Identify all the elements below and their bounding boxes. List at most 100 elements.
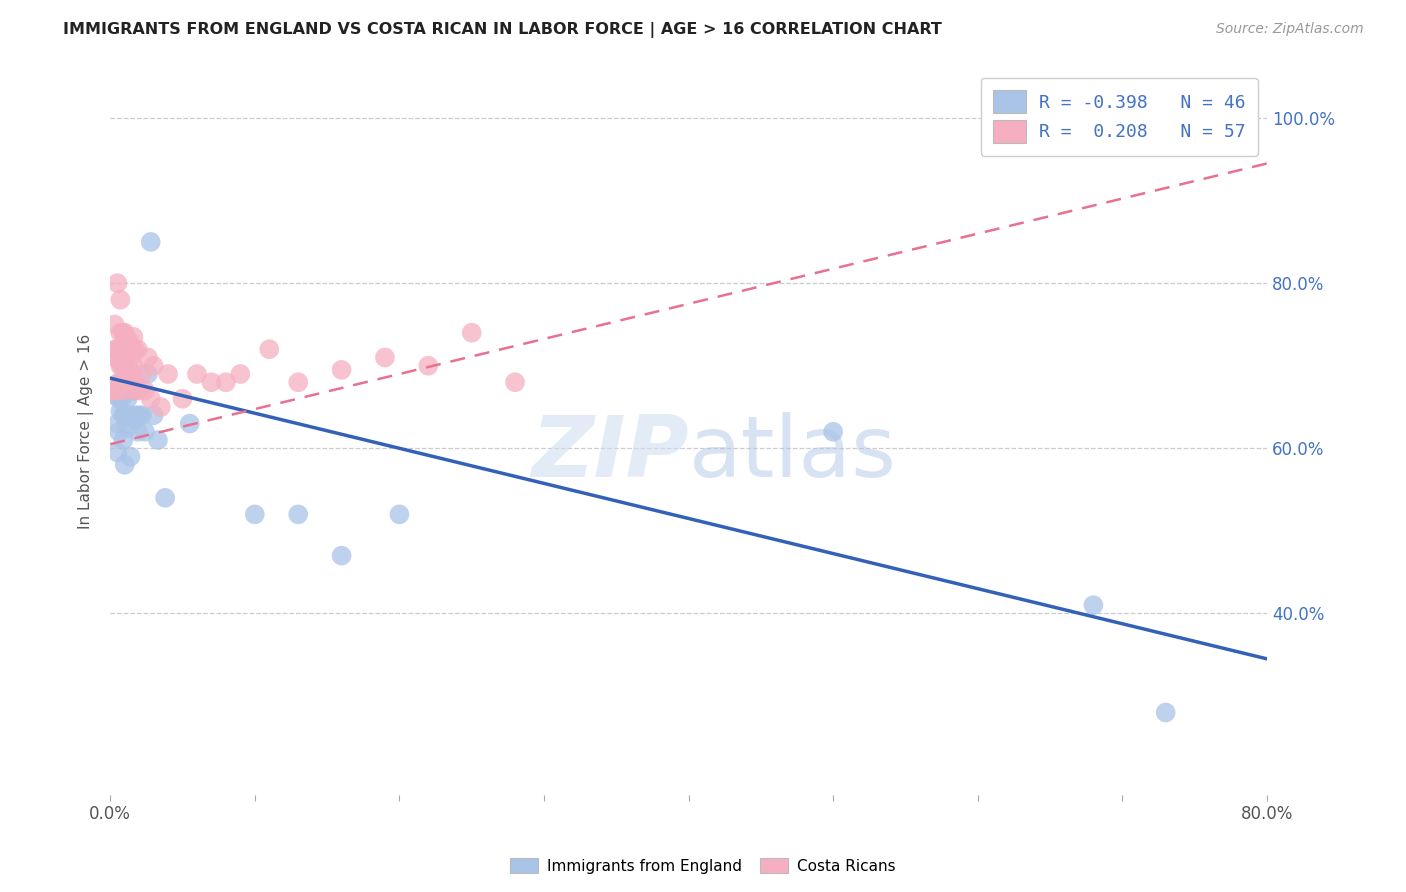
Point <box>120 351 142 365</box>
Point <box>115 367 138 381</box>
Point <box>108 392 131 406</box>
Point <box>388 508 411 522</box>
Point <box>125 409 148 423</box>
Point <box>146 433 169 447</box>
Point <box>103 318 125 332</box>
Point <box>111 376 134 390</box>
Point <box>114 409 136 423</box>
Point <box>114 359 136 373</box>
Point <box>105 343 128 357</box>
Point <box>115 334 138 348</box>
Point <box>124 384 146 398</box>
Point <box>125 376 148 390</box>
Point <box>287 376 309 390</box>
Text: ZIP: ZIP <box>531 412 689 495</box>
Point <box>114 384 136 398</box>
Point <box>127 425 149 439</box>
Point <box>108 376 131 390</box>
Point <box>374 351 396 365</box>
Point <box>118 409 141 423</box>
Point <box>112 433 135 447</box>
Point <box>128 409 150 423</box>
Point <box>112 359 135 373</box>
Point <box>142 359 165 373</box>
Point <box>110 404 132 418</box>
Point <box>142 409 165 423</box>
Legend: Immigrants from England, Costa Ricans: Immigrants from England, Costa Ricans <box>505 852 901 880</box>
Point <box>127 343 149 357</box>
Point <box>1154 706 1177 720</box>
Point <box>122 384 145 398</box>
Legend: R = -0.398   N = 46, R =  0.208   N = 57: R = -0.398 N = 46, R = 0.208 N = 57 <box>981 78 1258 155</box>
Point <box>112 326 135 340</box>
Point <box>124 384 146 398</box>
Point <box>131 367 153 381</box>
Point <box>121 376 143 390</box>
Point <box>111 392 134 406</box>
Point <box>122 412 145 426</box>
Point <box>200 376 222 390</box>
Point <box>179 417 201 431</box>
Point <box>108 425 131 439</box>
Text: atlas: atlas <box>689 412 897 495</box>
Text: Source: ZipAtlas.com: Source: ZipAtlas.com <box>1216 22 1364 37</box>
Point <box>105 343 128 357</box>
Point <box>215 376 238 390</box>
Point <box>118 334 141 348</box>
Point <box>503 376 526 390</box>
Point <box>229 367 252 381</box>
Point <box>118 384 141 398</box>
Point <box>1083 598 1105 612</box>
Point <box>105 384 128 398</box>
Point <box>157 367 180 381</box>
Point <box>118 363 141 377</box>
Point <box>139 235 162 249</box>
Point <box>107 276 129 290</box>
Point <box>124 343 146 357</box>
Point <box>136 367 159 381</box>
Point <box>117 392 139 406</box>
Point <box>112 409 135 423</box>
Point <box>111 359 134 373</box>
Point <box>287 508 309 522</box>
Point <box>117 420 139 434</box>
Point <box>108 343 131 357</box>
Point <box>115 384 138 398</box>
Text: IMMIGRANTS FROM ENGLAND VS COSTA RICAN IN LABOR FORCE | AGE > 16 CORRELATION CHA: IMMIGRANTS FROM ENGLAND VS COSTA RICAN I… <box>63 22 942 38</box>
Point <box>103 351 125 365</box>
Point <box>101 384 124 398</box>
Point <box>131 409 153 423</box>
Point <box>124 412 146 426</box>
Point <box>107 445 129 459</box>
Point <box>139 392 162 406</box>
Point <box>121 384 143 398</box>
Point <box>117 343 139 357</box>
Point <box>107 417 129 431</box>
Point <box>121 343 143 357</box>
Point <box>243 508 266 522</box>
Point <box>153 491 176 505</box>
Point <box>259 343 281 357</box>
Point <box>114 384 136 398</box>
Y-axis label: In Labor Force | Age > 16: In Labor Force | Age > 16 <box>79 334 94 530</box>
Point <box>172 392 194 406</box>
Point <box>110 293 132 307</box>
Point <box>121 409 143 423</box>
Point <box>114 326 136 340</box>
Point <box>110 359 132 373</box>
Point <box>134 384 156 398</box>
Point <box>330 363 353 377</box>
Point <box>418 359 440 373</box>
Point <box>122 359 145 373</box>
Point <box>103 387 125 401</box>
Point <box>136 351 159 365</box>
Point <box>110 326 132 340</box>
Point <box>149 400 172 414</box>
Point <box>823 425 845 439</box>
Point <box>460 326 482 340</box>
Point <box>107 351 129 365</box>
Point <box>115 409 138 423</box>
Point <box>120 450 142 464</box>
Point <box>111 343 134 357</box>
Point <box>330 549 353 563</box>
